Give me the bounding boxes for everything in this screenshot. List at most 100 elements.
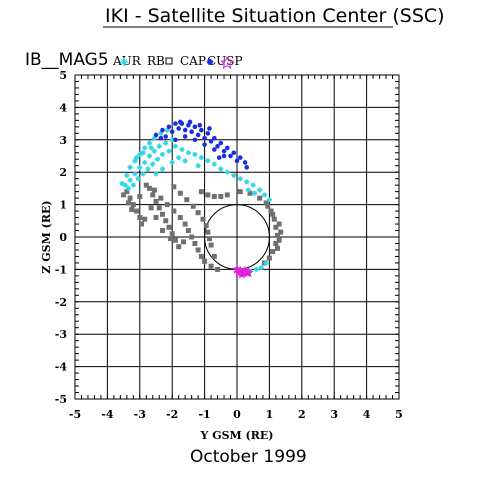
point-cap — [182, 127, 188, 133]
point-rb — [275, 232, 280, 238]
point-rb — [147, 185, 153, 191]
point-aur — [147, 140, 153, 146]
point-cap — [169, 129, 175, 134]
point-cap — [182, 134, 188, 139]
point-rb — [278, 229, 284, 235]
x-axis-label: Y GSM (RE) — [200, 429, 274, 442]
point-rb — [202, 258, 208, 264]
point-rb — [137, 194, 143, 199]
point-rb — [177, 190, 183, 196]
point-aur — [135, 176, 141, 182]
point-rb — [224, 192, 230, 198]
point-rb — [127, 195, 133, 201]
point-aur — [132, 171, 138, 177]
point-rb — [130, 202, 136, 208]
point-aur — [155, 156, 161, 162]
x-tick-label: 4 — [363, 408, 371, 421]
point-rb — [257, 195, 263, 201]
point-aur — [156, 143, 162, 149]
point-aur — [198, 155, 204, 161]
point-aur — [140, 150, 146, 156]
point-rb — [166, 224, 172, 230]
point-rb — [185, 228, 191, 234]
point-cap — [163, 134, 169, 139]
point-cap — [216, 155, 222, 160]
point-rb — [206, 236, 212, 242]
legend: AUR RB CAP CUSP — [112, 54, 243, 69]
point-aur — [176, 155, 182, 161]
point-aur — [192, 151, 198, 157]
x-tick-label: -1 — [198, 408, 210, 421]
point-rb — [266, 255, 272, 261]
point-rb — [273, 240, 279, 246]
point-aur — [151, 148, 157, 154]
point-rb — [218, 194, 224, 199]
point-aur — [266, 197, 272, 203]
y-tick-label: 4 — [59, 101, 67, 114]
legend-symbol-aur — [120, 58, 128, 66]
point-cap — [212, 147, 217, 152]
point-cap — [192, 124, 198, 130]
point-aur — [245, 187, 251, 193]
point-aur — [169, 159, 175, 165]
point-aur — [142, 145, 148, 151]
point-aur — [205, 158, 211, 164]
y-tick-label: 1 — [59, 199, 67, 212]
point-cap — [189, 129, 194, 134]
point-aur — [185, 150, 191, 156]
point-aur — [253, 266, 259, 272]
point-aur — [262, 192, 268, 198]
point-aur — [182, 158, 188, 164]
point-cap — [178, 119, 183, 125]
point-cap — [192, 137, 198, 143]
tick-labels: -5 -4 -3 -2 -1 0 1 2 3 4 5 -5 -4 -3 -2 -1 0 1 2 3 4 5 — [55, 69, 403, 421]
x-tick-label: 2 — [298, 408, 306, 421]
y-tick-label: -1 — [55, 263, 67, 276]
point-rb — [164, 202, 170, 208]
point-aur — [127, 164, 133, 170]
point-rb — [184, 197, 190, 203]
point-rb — [211, 253, 217, 259]
point-rb — [153, 215, 159, 221]
point-aur — [257, 187, 263, 193]
point-aur — [147, 153, 153, 159]
point-cusp — [243, 267, 254, 277]
y-tick-label: 3 — [59, 134, 67, 147]
point-rb — [150, 192, 156, 198]
point-rb — [181, 239, 187, 245]
satellite-name: IB__MAG5 — [25, 50, 109, 70]
point-cap — [173, 121, 178, 126]
point-rb — [211, 194, 217, 199]
point-rb — [171, 208, 177, 214]
point-aur — [130, 182, 136, 188]
point-aur — [159, 151, 165, 157]
point-rb — [121, 192, 127, 198]
point-aur — [250, 182, 256, 188]
point-rb — [171, 184, 177, 190]
point-rb — [159, 228, 165, 234]
point-cap — [166, 124, 172, 130]
point-aur — [166, 148, 172, 154]
point-rb — [156, 205, 162, 211]
point-rb — [172, 237, 178, 243]
point-aur — [195, 163, 201, 169]
legend-label-rb: RB — [147, 54, 165, 68]
point-rb — [125, 200, 131, 206]
plot-frame — [74, 74, 400, 400]
point-aur — [142, 159, 148, 165]
point-aur — [137, 164, 143, 170]
x-tick-label: -5 — [69, 408, 81, 421]
point-rb — [137, 215, 143, 221]
point-rb — [205, 229, 211, 235]
point-cap — [234, 158, 240, 164]
ticks — [74, 74, 400, 400]
point-cap — [212, 135, 217, 141]
point-aur — [163, 140, 169, 146]
point-rb — [134, 208, 140, 214]
point-rb — [182, 221, 188, 227]
point-rb — [215, 266, 221, 272]
point-rb — [276, 237, 282, 243]
point-rb — [138, 221, 144, 227]
point-cap — [153, 132, 159, 138]
